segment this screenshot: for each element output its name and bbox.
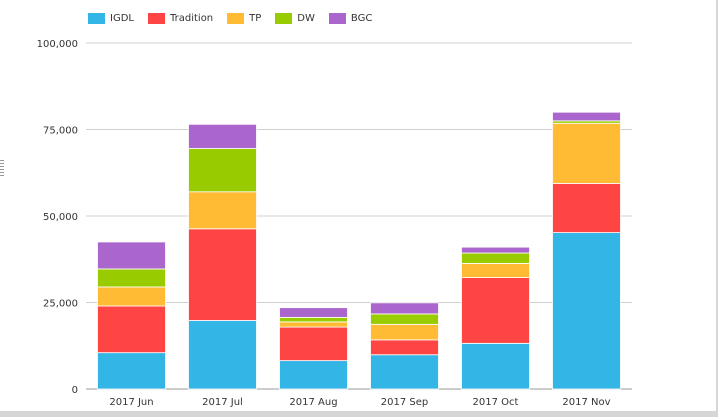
y-tick-label: 75,000 — [43, 126, 78, 137]
bar-segment-tradition[interactable] — [279, 326, 348, 362]
bar-segment-tradition[interactable] — [552, 183, 621, 234]
x-tick-label: 2017 Aug — [289, 397, 337, 408]
legend-item-igdl[interactable]: IGDL — [88, 12, 134, 24]
bar-segment-igdl[interactable] — [370, 354, 439, 390]
resize-grip-icon[interactable] — [0, 160, 4, 176]
bar-segment-dw[interactable] — [188, 148, 257, 193]
bar-segment-dw[interactable] — [370, 313, 439, 325]
legend-item-tp[interactable]: TP — [227, 12, 262, 24]
bar-segment-igdl[interactable] — [461, 342, 530, 390]
legend-swatch — [328, 12, 346, 24]
bar-segment-tradition[interactable] — [188, 228, 257, 321]
legend-swatch — [275, 12, 293, 24]
bar-segment-igdl[interactable] — [552, 232, 621, 390]
bar-segment-bgc[interactable] — [461, 246, 530, 254]
bar-segment-dw[interactable] — [461, 252, 530, 264]
legend: IGDL Tradition TP DW BGC — [88, 11, 372, 25]
legend-label: DW — [297, 12, 315, 24]
legend-label: TP — [249, 12, 262, 24]
x-tick-label: 2017 Jul — [202, 397, 243, 408]
y-tick-label: 25,000 — [43, 299, 78, 310]
x-tick-label: 2017 Sep — [381, 397, 428, 408]
bar-segment-igdl[interactable] — [97, 352, 166, 390]
legend-item-bgc[interactable]: BGC — [328, 12, 373, 24]
legend-label: Tradition — [169, 12, 214, 24]
bar-segment-bgc[interactable] — [97, 241, 166, 270]
legend-swatch — [227, 12, 245, 24]
legend-label: IGDL — [110, 12, 134, 24]
x-tick-label: 2017 Jun — [109, 397, 153, 408]
bar-segment-dw[interactable] — [279, 316, 348, 323]
bar-segment-igdl[interactable] — [188, 320, 257, 390]
bar-segment-bgc[interactable] — [370, 302, 439, 315]
bar-segment-dw[interactable] — [97, 268, 166, 288]
legend-item-tradition[interactable]: Tradition — [147, 12, 214, 24]
legend-swatch — [147, 12, 165, 24]
x-tick-label: 2017 Nov — [562, 397, 610, 408]
bar-segment-tp[interactable] — [279, 321, 348, 328]
bar-segment-tp[interactable] — [97, 286, 166, 307]
bar-segment-tp[interactable] — [461, 263, 530, 278]
bar-segment-bgc[interactable] — [279, 307, 348, 318]
bar-segment-igdl[interactable] — [279, 360, 348, 390]
y-tick-label: 50,000 — [43, 212, 78, 223]
bar-segment-tradition[interactable] — [370, 339, 439, 356]
bar-segment-bgc[interactable] — [188, 123, 257, 149]
legend-swatch — [88, 12, 105, 24]
y-tick-label: 0 — [72, 385, 78, 396]
bar-segment-tradition[interactable] — [461, 277, 530, 344]
x-tick-label: 2017 Oct — [473, 397, 519, 408]
bar-segment-tp[interactable] — [370, 323, 439, 341]
bar-segment-tradition[interactable] — [97, 305, 166, 354]
y-tick-label: 100,000 — [37, 39, 78, 50]
bar-segment-tp[interactable] — [188, 191, 257, 230]
legend-label: BGC — [350, 12, 373, 24]
bar-segment-tp[interactable] — [552, 122, 621, 184]
bar-segment-bgc[interactable] — [552, 111, 621, 122]
legend-item-dw[interactable]: DW — [275, 12, 315, 24]
